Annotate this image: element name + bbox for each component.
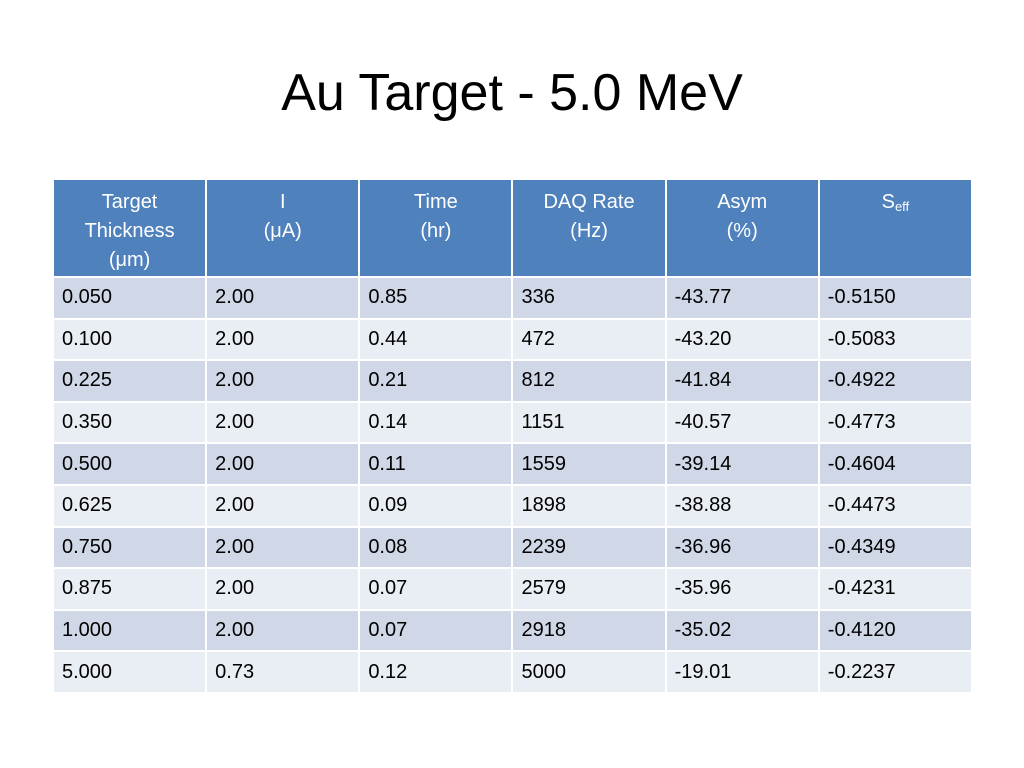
header-line: (μA) <box>263 220 302 242</box>
header-s-eff: Seff <box>817 178 974 278</box>
header-line: (Hz) <box>570 220 608 242</box>
table-cell: 0.350 <box>51 400 208 445</box>
table-cell: 0.07 <box>358 608 514 653</box>
table-cell: 0.44 <box>358 317 514 362</box>
table-cell: 0.875 <box>51 567 208 611</box>
table-cell: 2.00 <box>205 608 361 653</box>
table-cell: -0.4922 <box>817 359 974 403</box>
table-cell: 0.07 <box>358 567 514 611</box>
table-cell: 1151 <box>511 400 667 445</box>
table-cell: 2.00 <box>205 276 361 320</box>
table-row: 0.875 2.00 0.07 2579 -35.96 -0.4231 <box>51 567 974 611</box>
table-cell: 1898 <box>511 483 667 528</box>
table-cell: -0.4120 <box>817 608 974 653</box>
header-line: Target <box>101 191 158 213</box>
header-line: DAQ Rate <box>543 191 635 213</box>
table-cell: 1559 <box>511 442 667 486</box>
header-line: Thickness <box>84 220 175 242</box>
header-s-base: S <box>881 191 895 213</box>
table-cell: -0.4349 <box>817 525 974 570</box>
table-cell: -43.77 <box>664 276 820 320</box>
table-cell: -0.2237 <box>817 650 974 694</box>
table-cell: -0.4604 <box>817 442 974 486</box>
table-cell: 2918 <box>511 608 667 653</box>
table-cell: 2.00 <box>205 483 361 528</box>
table-cell: -0.5083 <box>817 317 974 362</box>
table-row: 0.500 2.00 0.11 1559 -39.14 -0.4604 <box>51 442 974 486</box>
header-daq-rate: DAQ Rate (Hz) <box>511 178 667 278</box>
table-cell: 472 <box>511 317 667 362</box>
header-current: I (μA) <box>205 178 361 278</box>
table-cell: -43.20 <box>664 317 820 362</box>
table-cell: -35.96 <box>664 567 820 611</box>
table-cell: 0.100 <box>51 317 208 362</box>
header-asym: Asym (%) <box>664 178 820 278</box>
header-line: Asym <box>717 191 768 213</box>
table-cell: 0.050 <box>51 276 208 320</box>
table-cell: 0.09 <box>358 483 514 528</box>
data-table: Target Thickness (μm) I (μA) Time (hr) D… <box>51 178 974 694</box>
table-cell: 0.12 <box>358 650 514 694</box>
table-cell: -0.4473 <box>817 483 974 528</box>
table-cell: 0.11 <box>358 442 514 486</box>
table-row: 1.000 2.00 0.07 2918 -35.02 -0.4120 <box>51 608 974 653</box>
table-cell: -19.01 <box>664 650 820 694</box>
header-line: Time <box>414 191 458 213</box>
header-s-subscript: eff <box>894 199 910 214</box>
table-cell: 0.73 <box>205 650 361 694</box>
header-target-thickness: Target Thickness (μm) <box>51 178 208 278</box>
table-cell: 2.00 <box>205 317 361 362</box>
table-cell: 2.00 <box>205 359 361 403</box>
table-cell: -38.88 <box>664 483 820 528</box>
table-cell: -41.84 <box>664 359 820 403</box>
table-cell: 812 <box>511 359 667 403</box>
table-cell: 336 <box>511 276 667 320</box>
table-row: 0.225 2.00 0.21 812 -41.84 -0.4922 <box>51 359 974 403</box>
table-cell: 5.000 <box>51 650 208 694</box>
header-line: (hr) <box>420 220 452 242</box>
slide-title: Au Target - 5.0 MeV <box>281 64 743 122</box>
table-header-row: Target Thickness (μm) I (μA) Time (hr) D… <box>51 178 974 278</box>
header-line: (%) <box>726 220 758 242</box>
table-cell: 2239 <box>511 525 667 570</box>
table-cell: 1.000 <box>51 608 208 653</box>
table-cell: -0.4773 <box>817 400 974 445</box>
table-cell: -0.5150 <box>817 276 974 320</box>
table-row: 0.625 2.00 0.09 1898 -38.88 -0.4473 <box>51 483 974 528</box>
table-cell: 0.85 <box>358 276 514 320</box>
table-body: 0.050 2.00 0.85 336 -43.77 -0.5150 0.100 2.00 0.… <box>51 276 974 694</box>
table-row: 0.350 2.00 0.14 1151 -40.57 -0.4773 <box>51 400 974 445</box>
header-line: (μm) <box>108 249 151 271</box>
table-cell: 2.00 <box>205 525 361 570</box>
table-cell: -40.57 <box>664 400 820 445</box>
table-cell: 0.750 <box>51 525 208 570</box>
table-row: 5.000 0.73 0.12 5000 -19.01 -0.2237 <box>51 650 974 694</box>
table-cell: 5000 <box>511 650 667 694</box>
table-cell: 0.625 <box>51 483 208 528</box>
header-line: I <box>279 191 286 213</box>
table-cell: -0.4231 <box>817 567 974 611</box>
table-cell: -39.14 <box>664 442 820 486</box>
table-row: 0.050 2.00 0.85 336 -43.77 -0.5150 <box>51 276 974 320</box>
table-cell: 0.500 <box>51 442 208 486</box>
table-cell: 0.14 <box>358 400 514 445</box>
table-cell: -35.02 <box>664 608 820 653</box>
table-cell: 0.08 <box>358 525 514 570</box>
table-cell: 0.225 <box>51 359 208 403</box>
header-time: Time (hr) <box>358 178 514 278</box>
table-row: 0.100 2.00 0.44 472 -43.20 -0.5083 <box>51 317 974 362</box>
table-cell: -36.96 <box>664 525 820 570</box>
table-cell: 2.00 <box>205 442 361 486</box>
table-cell: 2.00 <box>205 567 361 611</box>
table-cell: 0.21 <box>358 359 514 403</box>
table-cell: 2.00 <box>205 400 361 445</box>
table-cell: 2579 <box>511 567 667 611</box>
table-row: 0.750 2.00 0.08 2239 -36.96 -0.4349 <box>51 525 974 570</box>
